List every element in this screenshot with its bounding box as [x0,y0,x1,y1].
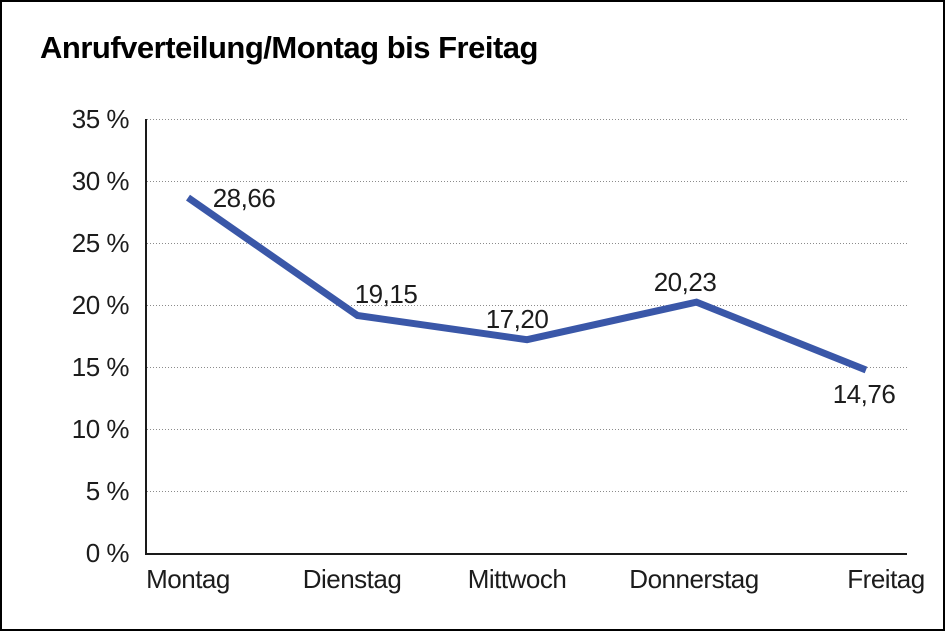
gridline-h [147,305,907,306]
gridline-h [147,181,907,182]
x-axis-line [145,553,907,555]
y-axis-tick-label: 20 % [71,290,130,320]
x-axis-category-label: Freitag [847,564,925,594]
y-axis-line [145,119,147,555]
data-point-label: 20,23 [653,267,717,297]
y-axis-tick-label: 0 % [85,538,130,568]
gridline-h [147,367,907,368]
x-axis-category-label: Montag [146,564,230,594]
x-axis-category-label: Dienstag [302,564,402,594]
data-point-label: 17,20 [485,304,549,334]
data-point-label: 19,15 [354,279,418,309]
gridline-h [147,429,907,430]
y-axis-tick-label: 15 % [71,352,130,382]
chart-title: Anrufverteilung/Montag bis Freitag [40,30,538,65]
x-axis-category-label: Donnerstag [629,564,759,594]
gridline-h [147,491,907,492]
y-axis-tick-label: 35 % [71,104,130,134]
data-point-label: 28,66 [212,183,276,213]
y-axis-tick-label: 25 % [71,228,130,258]
y-axis-tick-label: 5 % [85,476,130,506]
data-point-label: 14,76 [832,379,896,409]
gridline-h [147,119,907,120]
series-line [186,194,868,374]
y-axis-tick-label: 30 % [71,166,130,196]
gridline-h [147,243,907,244]
y-axis-tick-label: 10 % [71,414,130,444]
x-axis-category-label: Mittwoch [467,564,567,594]
